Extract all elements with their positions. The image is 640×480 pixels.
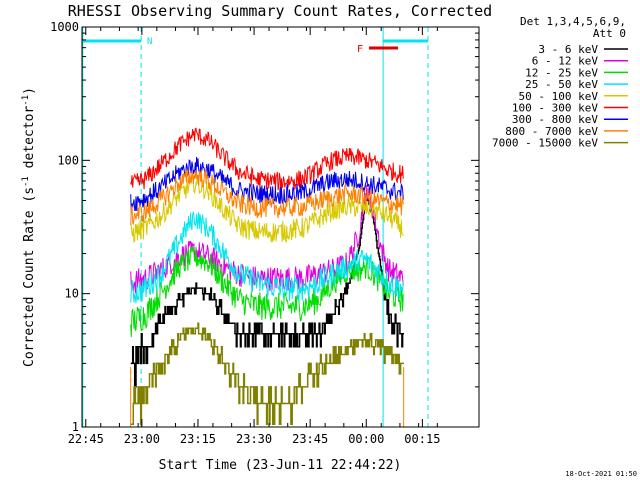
chart-title: RHESSI Observing Summary Count Rates, Co…	[68, 2, 492, 20]
legend-label: 25 - 50 keV	[525, 78, 598, 91]
legend-label: 7000 - 15000 keV	[492, 137, 598, 150]
x-tick-label: 23:15	[180, 432, 216, 446]
legend-header-2: Att 0	[593, 27, 626, 40]
night-marker-label: N	[147, 37, 152, 47]
flare-marker-label: F	[357, 44, 363, 55]
legend-label: 50 - 100 keV	[519, 90, 599, 103]
y-tick-label: 100	[57, 153, 79, 167]
series-line-4	[130, 174, 404, 244]
x-tick-label: 23:00	[124, 432, 160, 446]
x-axis-label: Start Time (23-Jun-11 22:44:22)	[159, 458, 402, 473]
series-line-7	[130, 168, 404, 226]
legend-label: 12 - 25 keV	[525, 66, 598, 79]
footer-date: 18-Oct-2021 01:50	[565, 470, 637, 478]
plot-frame	[81, 26, 480, 428]
y-axis-label-end: )	[22, 87, 37, 95]
y-axis-label-main: Corrected Count Rate (s	[22, 187, 37, 367]
x-tick-label: 00:00	[348, 432, 384, 446]
x-tick-label: 00:15	[404, 432, 440, 446]
y-axis-label-mid: detector	[22, 106, 37, 177]
y-tick-label: 1000	[50, 20, 79, 34]
legend-label: 300 - 800 keV	[512, 113, 598, 126]
legend-label: 800 - 7000 keV	[505, 125, 598, 138]
series-line-6	[130, 156, 404, 213]
legend-label: 6 - 12 keV	[532, 55, 599, 68]
y-axis-label-sup1: -1	[21, 176, 31, 187]
x-tick-label: 22:45	[68, 432, 104, 446]
legend-header-1: Det 1,3,4,5,6,9,	[520, 15, 626, 28]
y-axis-label-sup2: -1	[21, 95, 31, 106]
y-axis-label: Corrected Count Rate (s-1 detector-1)	[21, 87, 37, 367]
legend-label: 3 - 6 keV	[538, 43, 598, 56]
x-tick-label: 23:45	[292, 432, 328, 446]
y-tick-label: 10	[65, 287, 79, 301]
series-line-8	[130, 322, 404, 425]
x-tick-label: 23:30	[236, 432, 272, 446]
y-tick-label: 1	[72, 420, 79, 434]
series-line-0	[130, 193, 404, 388]
series-line-3	[130, 211, 404, 304]
series-line-5	[130, 127, 404, 191]
legend-label: 100 - 300 keV	[512, 102, 598, 115]
